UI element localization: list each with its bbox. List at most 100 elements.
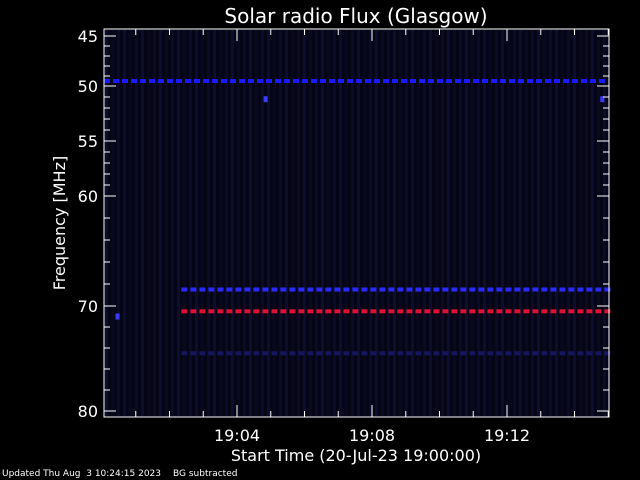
y-tick-labels: 45 50 55 60 70 80 bbox=[78, 27, 98, 421]
band-segment bbox=[586, 309, 593, 314]
band-segment bbox=[239, 79, 245, 83]
band-segment bbox=[433, 309, 440, 314]
band-segment bbox=[559, 309, 566, 314]
bg-stripe bbox=[219, 30, 222, 416]
band-segment bbox=[595, 309, 602, 314]
band-segment bbox=[271, 287, 278, 292]
plot-frame bbox=[103, 28, 610, 418]
band-segment bbox=[514, 309, 521, 314]
band-segment bbox=[302, 79, 308, 83]
band-segment bbox=[406, 351, 413, 356]
band-segment bbox=[235, 351, 242, 356]
band-segment bbox=[316, 309, 323, 314]
band-segment bbox=[550, 351, 557, 356]
emission-spot bbox=[263, 96, 268, 103]
band-segment bbox=[271, 309, 278, 314]
chart-title: Solar radio Flux (Glasgow) bbox=[224, 4, 487, 28]
band-segment bbox=[595, 287, 602, 292]
band-segment bbox=[329, 79, 335, 83]
band-segment bbox=[455, 79, 461, 83]
bg-stripe bbox=[177, 30, 180, 416]
band-segment bbox=[262, 309, 269, 314]
band-segment bbox=[298, 309, 305, 314]
bg-stripe bbox=[231, 30, 234, 416]
band-segment bbox=[208, 351, 215, 356]
band-segment bbox=[514, 351, 521, 356]
band-segment bbox=[500, 79, 506, 83]
bg-stripe bbox=[279, 30, 282, 416]
band-segment bbox=[235, 309, 242, 314]
band-segment bbox=[437, 79, 443, 83]
band-segment bbox=[586, 287, 593, 292]
band-segment bbox=[311, 79, 317, 83]
band-segment bbox=[424, 309, 431, 314]
x-tick-label: 19:08 bbox=[349, 426, 395, 445]
band-segment bbox=[496, 287, 503, 292]
bg-stripe bbox=[327, 30, 330, 416]
band-segment bbox=[325, 309, 332, 314]
band-segment bbox=[487, 287, 494, 292]
band-segment bbox=[208, 287, 215, 292]
bg-stripe bbox=[117, 30, 120, 416]
bg-stripe bbox=[519, 30, 522, 416]
bg-stripe bbox=[573, 30, 576, 416]
band-segment bbox=[361, 287, 368, 292]
bg-stripe bbox=[273, 30, 276, 416]
band-segment bbox=[149, 79, 155, 83]
band-segment bbox=[559, 287, 566, 292]
band-segment bbox=[325, 351, 332, 356]
band-segment bbox=[446, 79, 452, 83]
bg-stripe bbox=[531, 30, 534, 416]
band-segment bbox=[496, 309, 503, 314]
band-segment bbox=[361, 309, 368, 314]
bg-stripe bbox=[483, 30, 486, 416]
band-segment bbox=[289, 351, 296, 356]
band-segment bbox=[532, 309, 539, 314]
bg-stripe bbox=[513, 30, 516, 416]
bg-stripe bbox=[489, 30, 492, 416]
band-segment bbox=[392, 79, 398, 83]
band-segment bbox=[442, 309, 449, 314]
band-segment bbox=[577, 287, 584, 292]
bg-stripe bbox=[435, 30, 438, 416]
band-segment bbox=[577, 309, 584, 314]
band-segment bbox=[478, 287, 485, 292]
footer: Updated Thu Aug 3 10:24:15 2023 BG subtra… bbox=[2, 469, 249, 480]
band-segment bbox=[532, 351, 539, 356]
bg-stripe bbox=[303, 30, 306, 416]
band-segment bbox=[307, 351, 314, 356]
band-segment bbox=[406, 287, 413, 292]
band-segment bbox=[181, 351, 188, 356]
bg-stripe bbox=[147, 30, 150, 416]
band-segment bbox=[388, 287, 395, 292]
band-segment bbox=[424, 351, 431, 356]
band-segment bbox=[262, 287, 269, 292]
band-segment bbox=[563, 79, 569, 83]
band-segment bbox=[289, 287, 296, 292]
band-segment bbox=[482, 79, 488, 83]
band-segment bbox=[104, 79, 110, 83]
bg-stripe bbox=[369, 30, 372, 416]
axis-ticks bbox=[104, 29, 609, 417]
band-segment bbox=[523, 309, 530, 314]
band-segment bbox=[469, 287, 476, 292]
band-segment bbox=[469, 351, 476, 356]
band-segment bbox=[316, 351, 323, 356]
bg-stripe bbox=[333, 30, 336, 416]
band-segment bbox=[131, 79, 137, 83]
band-segment bbox=[181, 287, 188, 292]
band-segment bbox=[415, 287, 422, 292]
bg-stripe bbox=[339, 30, 342, 416]
band-segment bbox=[599, 79, 605, 83]
band-segment bbox=[334, 287, 341, 292]
emission-spot bbox=[600, 96, 605, 103]
band-segment bbox=[419, 79, 425, 83]
bg-stripe bbox=[429, 30, 432, 416]
band-segment bbox=[199, 309, 206, 314]
band-segment bbox=[415, 351, 422, 356]
band-segment bbox=[217, 351, 224, 356]
band-segment bbox=[491, 79, 497, 83]
bg-stripe bbox=[549, 30, 552, 416]
band-segment bbox=[307, 309, 314, 314]
bg-stripe bbox=[537, 30, 540, 416]
